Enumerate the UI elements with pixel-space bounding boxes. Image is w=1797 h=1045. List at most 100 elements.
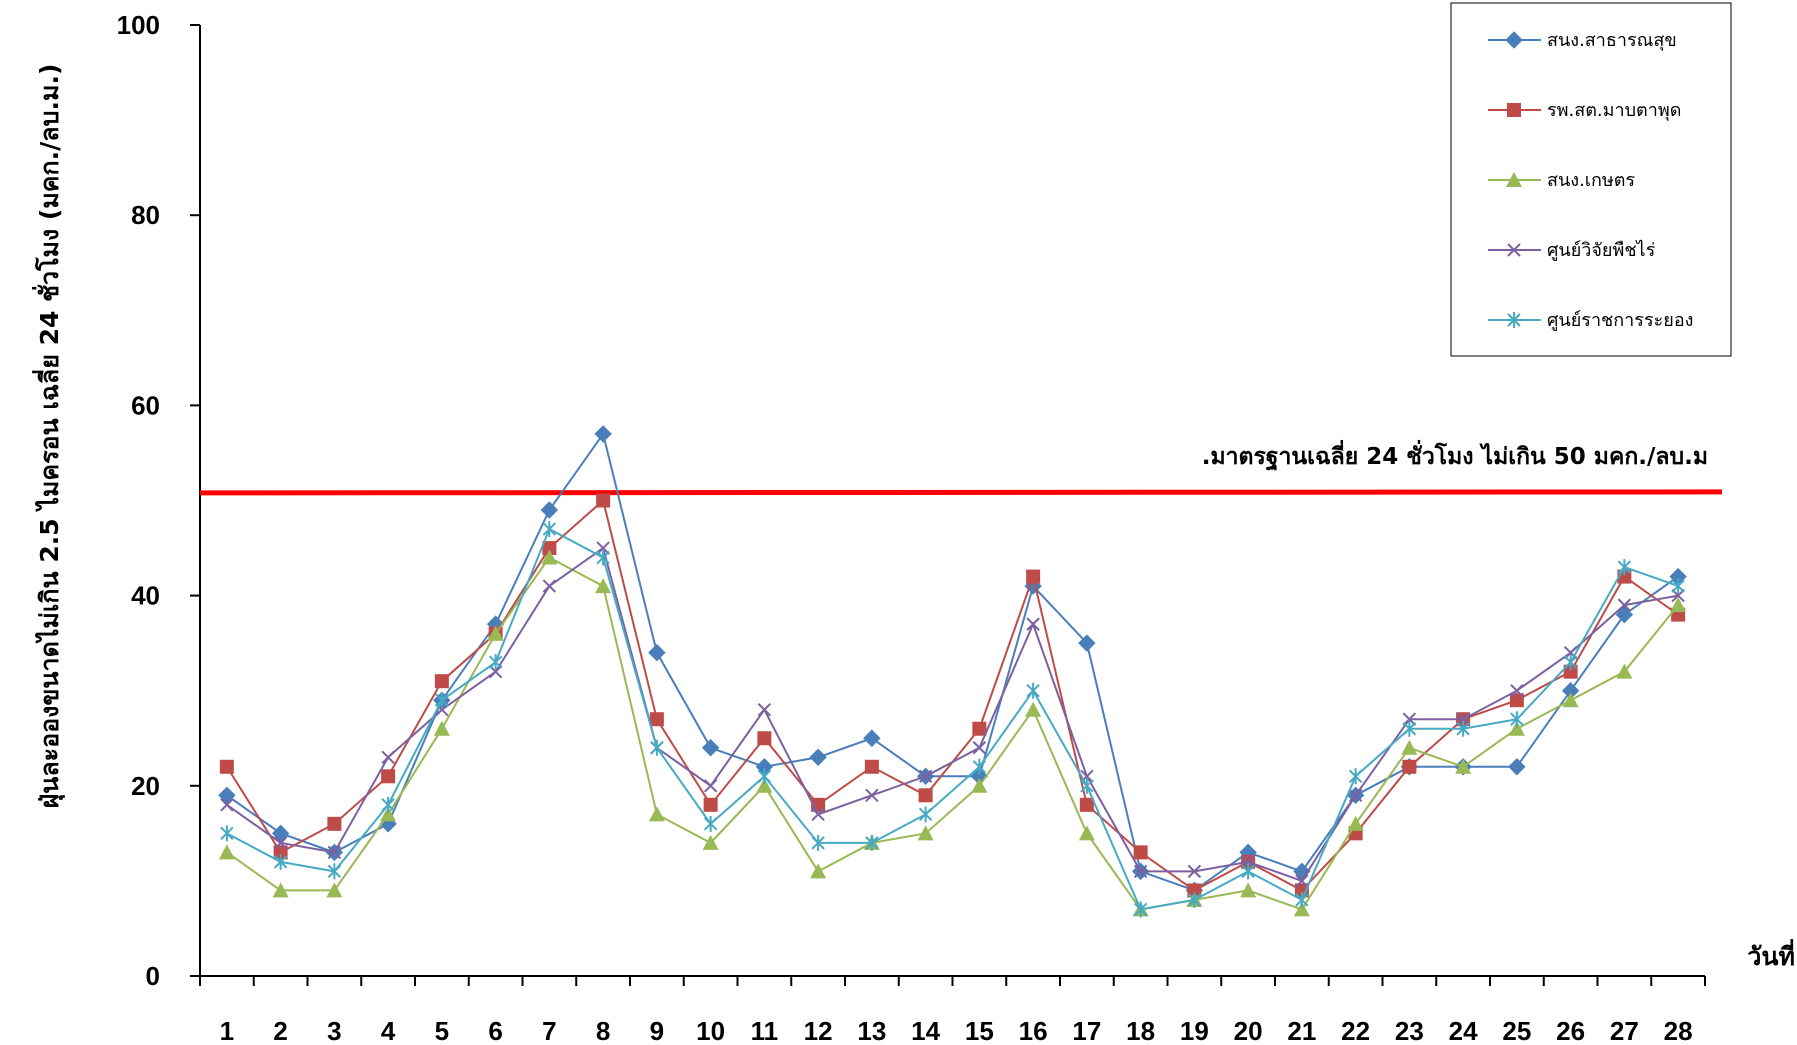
data-point bbox=[220, 825, 234, 842]
x-tick-label: 6 bbox=[488, 1016, 502, 1045]
data-point bbox=[648, 643, 666, 662]
data-point bbox=[218, 786, 236, 805]
y-tick-label: 100 bbox=[117, 10, 160, 40]
data-point bbox=[435, 692, 449, 709]
data-point bbox=[1510, 711, 1524, 728]
data-point bbox=[703, 797, 718, 812]
x-axis-title: วันที่ bbox=[1747, 939, 1795, 971]
data-point bbox=[1133, 864, 1148, 879]
data-point bbox=[1295, 891, 1309, 908]
x-tick-label: 25 bbox=[1502, 1016, 1531, 1045]
data-point bbox=[381, 769, 396, 784]
data-point bbox=[1563, 664, 1578, 679]
data-point bbox=[1562, 692, 1579, 708]
data-point bbox=[649, 712, 664, 727]
x-tick-label: 9 bbox=[650, 1016, 664, 1045]
data-point bbox=[381, 796, 395, 813]
series-group bbox=[218, 425, 1687, 918]
data-point bbox=[972, 758, 987, 775]
legend-marker bbox=[1507, 103, 1521, 117]
data-point bbox=[863, 729, 881, 747]
series-4 bbox=[220, 521, 1685, 918]
x-tick-label: 2 bbox=[273, 1016, 287, 1045]
data-point bbox=[326, 882, 343, 898]
data-point bbox=[1133, 845, 1148, 860]
data-point bbox=[1187, 883, 1202, 898]
data-point bbox=[1025, 701, 1042, 717]
data-point bbox=[1133, 901, 1148, 918]
data-point bbox=[1347, 815, 1364, 831]
data-point bbox=[542, 521, 557, 538]
data-point bbox=[971, 777, 988, 793]
data-point bbox=[1455, 758, 1472, 774]
legend-item: ศูนย์วิจัยพืชไร่ bbox=[1488, 239, 1656, 261]
data-point bbox=[541, 549, 558, 565]
series-line bbox=[226, 527, 1679, 911]
legend-label: ศูนย์ราชการระยอง bbox=[1547, 310, 1693, 331]
data-point bbox=[1508, 758, 1526, 776]
legend-marker bbox=[1506, 172, 1522, 187]
data-point bbox=[1402, 712, 1417, 726]
data-point bbox=[273, 853, 288, 870]
legend-label: สนง.เกษตร bbox=[1547, 170, 1635, 191]
data-point bbox=[864, 759, 879, 774]
x-tick-label: 10 bbox=[696, 1016, 725, 1045]
legend-item: รพ.สต.มาบตาพุด bbox=[1488, 100, 1681, 121]
x-tick-label: 11 bbox=[751, 1016, 779, 1045]
x-tick-label: 22 bbox=[1341, 1016, 1370, 1045]
data-point bbox=[1401, 739, 1418, 755]
legend-marker bbox=[1505, 31, 1523, 49]
x-tick-label: 17 bbox=[1072, 1016, 1101, 1045]
legend-marker bbox=[1507, 312, 1521, 328]
data-point bbox=[1617, 559, 1632, 576]
data-point bbox=[810, 863, 827, 879]
data-point bbox=[1026, 617, 1040, 631]
data-point bbox=[703, 779, 718, 793]
x-tick-label: 21 bbox=[1287, 1016, 1316, 1045]
data-point bbox=[381, 750, 395, 764]
data-point bbox=[1617, 598, 1632, 612]
data-point bbox=[488, 664, 503, 679]
y-tick-label: 80 bbox=[131, 200, 160, 230]
x-tick-label: 16 bbox=[1019, 1016, 1048, 1045]
data-point bbox=[488, 654, 503, 671]
legend-item: สนง.สาธารณสุข bbox=[1488, 30, 1677, 51]
legend: สนง.สาธารณสุขรพ.สต.มาบตาพุดสนง.เกษตรศูนย… bbox=[1450, 2, 1732, 357]
y-tick-label: 60 bbox=[131, 390, 160, 420]
data-point bbox=[972, 721, 987, 736]
x-tick-label: 19 bbox=[1180, 1016, 1209, 1045]
data-point bbox=[596, 549, 610, 566]
data-point bbox=[1187, 864, 1202, 879]
data-point bbox=[701, 739, 720, 757]
data-point bbox=[1509, 693, 1524, 708]
data-point bbox=[918, 769, 933, 783]
data-point bbox=[327, 863, 342, 880]
y-tick-label: 20 bbox=[131, 771, 160, 801]
reference-line-group: .มาตรฐานเฉลี่ย 24 ชั่วโมง ไม่เกิน 50 มคก… bbox=[199, 439, 1723, 496]
data-point bbox=[918, 788, 933, 803]
data-point bbox=[756, 777, 773, 793]
data-point bbox=[1563, 654, 1578, 671]
x-tick-label: 7 bbox=[542, 1016, 556, 1045]
data-point bbox=[540, 501, 559, 519]
data-point bbox=[1616, 663, 1633, 679]
data-point bbox=[596, 541, 610, 555]
legend-marker bbox=[1507, 243, 1521, 257]
data-point bbox=[703, 815, 718, 832]
data-point bbox=[596, 493, 611, 508]
data-point bbox=[542, 541, 557, 556]
data-point bbox=[273, 845, 288, 860]
data-point bbox=[1402, 759, 1417, 774]
data-point bbox=[1026, 569, 1041, 584]
data-point bbox=[865, 834, 879, 851]
data-point bbox=[757, 703, 772, 717]
x-tick-label: 24 bbox=[1449, 1016, 1478, 1045]
x-tick-label: 3 bbox=[327, 1016, 341, 1045]
data-point bbox=[1671, 588, 1685, 603]
data-point bbox=[811, 807, 825, 822]
x-tick-label: 12 bbox=[804, 1016, 833, 1045]
series-line bbox=[226, 431, 1679, 892]
data-point bbox=[1348, 788, 1363, 803]
